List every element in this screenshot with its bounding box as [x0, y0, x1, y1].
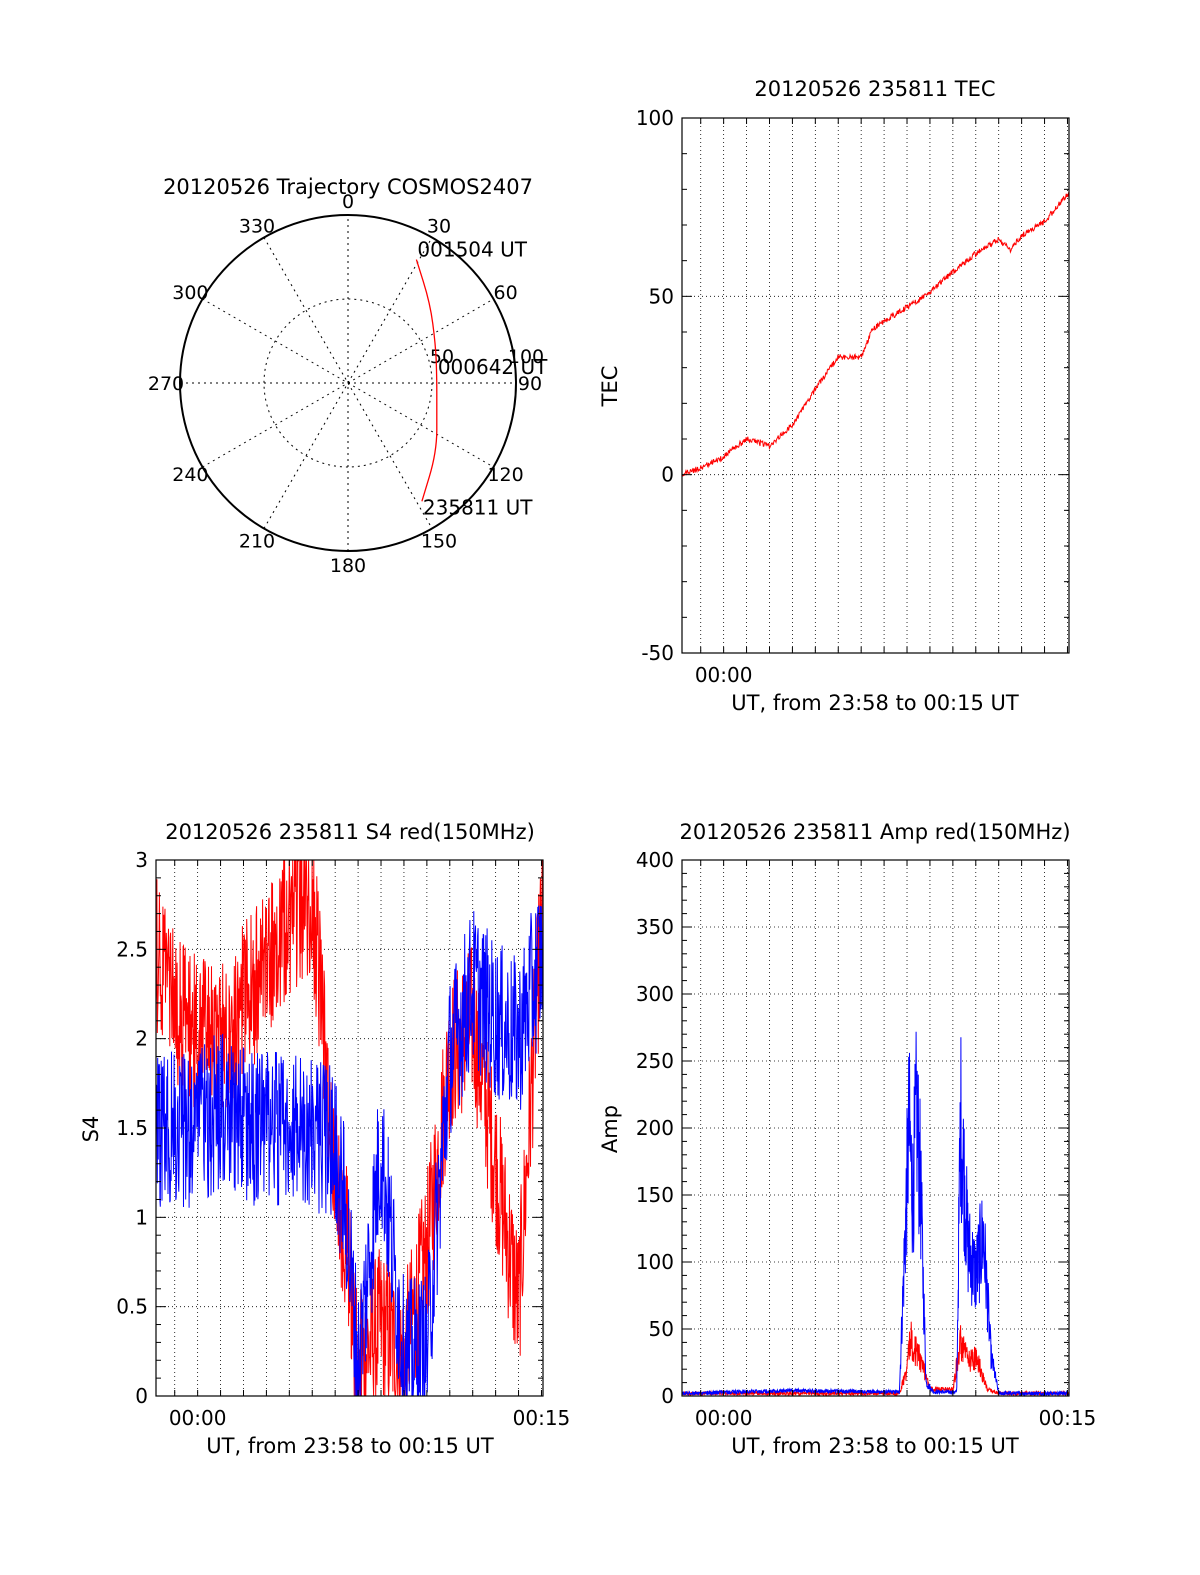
plot-frame: [681, 117, 1070, 654]
series-line: [681, 1031, 1070, 1398]
azimuth-label: 0: [342, 191, 354, 213]
series-line: [681, 1321, 1070, 1397]
trajectory-line: [415, 259, 438, 502]
s4-title: 20120526 235811 S4 red(150MHz): [165, 820, 535, 844]
y-tick-label: 200: [636, 1116, 674, 1140]
azimuth-label: 120: [487, 464, 523, 486]
series-line: [681, 192, 1070, 478]
x-tick-label: 00:15: [513, 1406, 571, 1430]
amp-ylabel: Amp: [598, 1105, 622, 1153]
axis-ticks: [682, 117, 1069, 654]
azimuth-label: 210: [239, 531, 275, 553]
polar-grid: [179, 214, 517, 552]
y-tick-label: 50: [649, 1317, 674, 1341]
y-tick-label: 350: [636, 915, 674, 939]
azimuth-label: 90: [518, 373, 542, 395]
y-tick-label: 1.5: [116, 1116, 148, 1140]
polar-annotations: 235811 UT 000642 UT 001504 UT: [417, 238, 548, 520]
x-tick-label: 00:15: [1039, 1406, 1097, 1430]
series-line: [155, 887, 544, 1397]
s4-xlabel: UT, from 23:58 to 00:15 UT: [206, 1434, 494, 1458]
y-tick-label: 300: [636, 982, 674, 1006]
y-tick-label: 50: [649, 284, 674, 308]
x-tick-label: 00:00: [695, 1406, 753, 1430]
tec-xlabel: UT, from 23:58 to 00:15 UT: [731, 691, 1019, 715]
y-tick-label: 0.5: [116, 1295, 148, 1319]
azimuth-label: 180: [330, 555, 366, 577]
polar-title: 20120526 Trajectory COSMOS2407: [163, 175, 533, 199]
polar-trajectory: [415, 259, 438, 502]
amp-panel: 20120526 235811 Amp red(150MHz) Amp UT, …: [598, 820, 1096, 1458]
y-tick-label: -50: [641, 641, 674, 665]
y-tick-label: 2.5: [116, 937, 148, 961]
amp-title: 20120526 235811 Amp red(150MHz): [679, 820, 1070, 844]
y-tick-label: 0: [661, 463, 674, 487]
trajectory-time-label: 000642 UT: [438, 355, 548, 379]
trajectory-time-label: 001504 UT: [417, 238, 527, 262]
trajectory-time-label: 235811 UT: [423, 495, 533, 519]
polar-spoke: [263, 237, 433, 529]
tec-panel: 20120526 235811 TEC TEC UT, from 23:58 t…: [598, 77, 1070, 715]
y-tick-label: 1: [135, 1205, 148, 1229]
grid-lines: [682, 860, 1069, 1396]
y-tick-label: 100: [636, 1250, 674, 1274]
x-tick-label: 00:00: [695, 663, 753, 687]
azimuth-label: 30: [427, 215, 451, 237]
tec-title: 20120526 235811 TEC: [754, 77, 995, 101]
x-tick-label: 00:00: [169, 1406, 227, 1430]
y-tick-label: 100: [636, 106, 674, 130]
tec-ylabel: TEC: [598, 366, 622, 408]
azimuth-label: 150: [421, 531, 457, 553]
azimuth-label: 240: [172, 464, 208, 486]
y-tick-label: 3: [135, 848, 148, 872]
y-tick-label: 400: [636, 848, 674, 872]
y-tick-label: 0: [135, 1384, 148, 1408]
s4-panel: 20120526 235811 S4 red(150MHz) S4 UT, fr…: [79, 820, 570, 1458]
amp-plot-area: 0 50 100 150 200 250 300 350 400 00:00 00:15: [636, 848, 1096, 1430]
y-tick-label: 2: [135, 1027, 148, 1051]
radial-label: 100: [508, 346, 544, 368]
azimuth-label: 270: [148, 373, 184, 395]
azimuth-label: 330: [239, 215, 275, 237]
azimuth-label: 300: [172, 282, 208, 304]
axis-ticks: [156, 859, 543, 1397]
axis-ticks: [682, 859, 1069, 1397]
s4-plot-area: 0 0.5 1 1.5 2 2.5 3 00:00 00:15: [116, 848, 570, 1430]
grid-lines: [682, 118, 1069, 653]
tec-plot-area: -50 0 50 100 00:00: [636, 106, 1070, 687]
y-tick-label: 250: [636, 1049, 674, 1073]
amp-xlabel: UT, from 23:58 to 00:15 UT: [731, 1434, 1019, 1458]
s4-ylabel: S4: [79, 1116, 103, 1143]
y-tick-label: 150: [636, 1183, 674, 1207]
polar-azimuth-labels: 0 30 60 90 120 150 180 210 240 270 300 330: [148, 191, 542, 577]
azimuth-label: 60: [494, 282, 518, 304]
y-tick-label: 0: [661, 1384, 674, 1408]
polar-trajectory-panel: 20120526 Trajectory COSMOS2407 0 30 60 90 12…: [148, 175, 548, 577]
